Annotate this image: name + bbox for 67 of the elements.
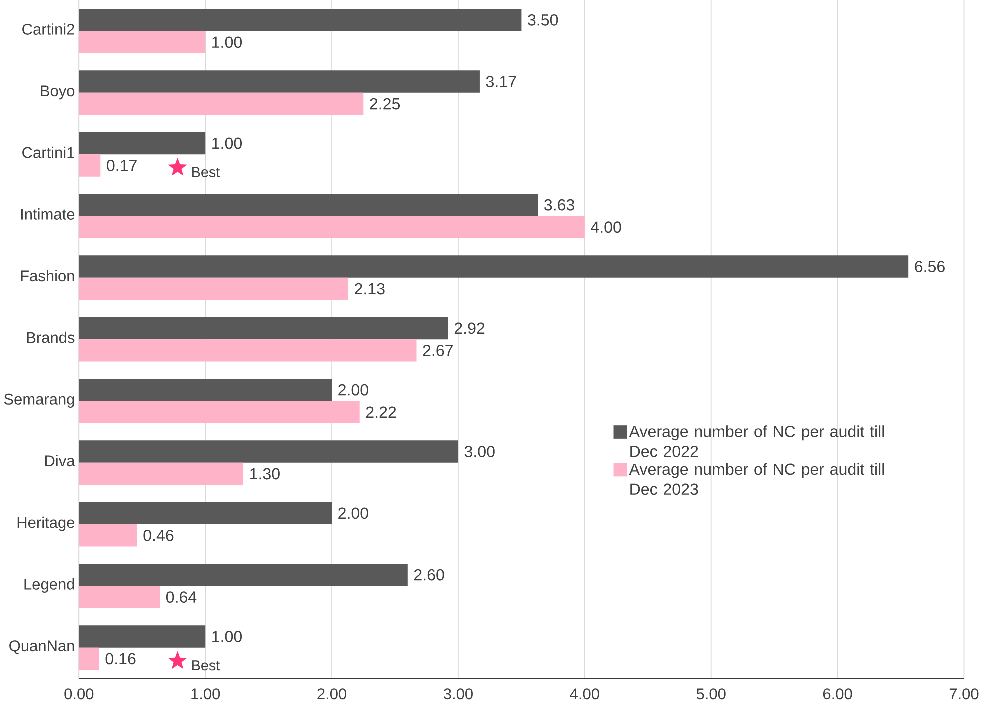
bar <box>79 524 138 547</box>
bar <box>79 278 348 300</box>
y-tick-label: Fashion <box>21 270 74 282</box>
x-tick-label: 5.00 <box>696 688 726 700</box>
data-label: 2.25 <box>370 98 400 110</box>
x-tick-label: 3.00 <box>444 688 473 700</box>
legend-label: Average number of NC per audit till Dec 2023 <box>629 463 884 495</box>
data-label: 2.92 <box>454 322 485 334</box>
bar <box>79 625 206 648</box>
bar <box>79 194 538 216</box>
data-label: 3.63 <box>544 199 574 211</box>
bar <box>79 462 244 485</box>
bar <box>79 564 408 586</box>
data-label: 2.60 <box>414 569 444 581</box>
data-label: 1.00 <box>212 630 242 642</box>
bar <box>79 216 585 238</box>
data-label: 2.13 <box>355 283 385 294</box>
x-tick-label: 2.00 <box>318 688 347 700</box>
bar <box>79 586 160 608</box>
data-label: 0.64 <box>166 591 197 603</box>
data-label: 2.22 <box>366 406 396 418</box>
y-tick-label: Heritage <box>18 516 75 532</box>
bar <box>79 8 522 32</box>
bar <box>79 502 332 524</box>
data-label: 3.17 <box>486 76 516 88</box>
y-tick-label: Cartini2 <box>22 23 74 35</box>
x-tick-label: 7.00 <box>950 688 979 700</box>
y-tick-label: Brands <box>27 332 75 344</box>
data-label: 3.50 <box>528 14 558 26</box>
data-label: 4.00 <box>591 221 622 233</box>
data-label: 1.30 <box>250 468 280 480</box>
y-tick-label: Cartini1 <box>22 146 74 158</box>
data-label: 1.00 <box>212 36 242 48</box>
x-tick-label: 6.00 <box>823 688 852 700</box>
annotation: Best <box>192 660 220 670</box>
y-tick-label: Boyo <box>41 86 75 100</box>
bar <box>79 70 480 93</box>
data-label: 0.46 <box>144 530 174 542</box>
bar <box>79 154 101 177</box>
data-label: 0.16 <box>106 653 136 664</box>
bar <box>79 400 360 424</box>
x-tick-label: 0.00 <box>64 688 94 700</box>
data-label: 6.56 <box>915 260 945 272</box>
y-tick-label: Diva <box>45 454 76 466</box>
bar <box>79 339 417 362</box>
y-tick-label: Intimate <box>22 208 75 220</box>
data-label: 2.67 <box>423 344 453 356</box>
bar <box>79 132 206 154</box>
bar <box>79 378 332 401</box>
data-label: 2.00 <box>338 384 368 396</box>
data-label: 2.00 <box>338 507 368 519</box>
y-tick-label: Semarang <box>4 394 74 408</box>
data-label: 3.00 <box>464 446 495 458</box>
bar <box>79 648 100 670</box>
bar <box>79 92 364 115</box>
legend-label: Average number of NC per audit till Dec 2022 <box>629 425 884 458</box>
annotation: Best <box>192 167 220 178</box>
x-tick-label: 4.00 <box>570 688 600 700</box>
y-tick-label: QuanNan <box>10 640 74 654</box>
bar <box>79 31 206 54</box>
data-label: 1.00 <box>212 138 242 149</box>
y-tick-label: Legend <box>24 578 74 593</box>
bar <box>79 255 909 278</box>
bar <box>79 440 458 463</box>
bar <box>79 317 448 340</box>
data-label: 0.17 <box>107 160 137 172</box>
x-tick-label: 1.00 <box>192 688 220 700</box>
